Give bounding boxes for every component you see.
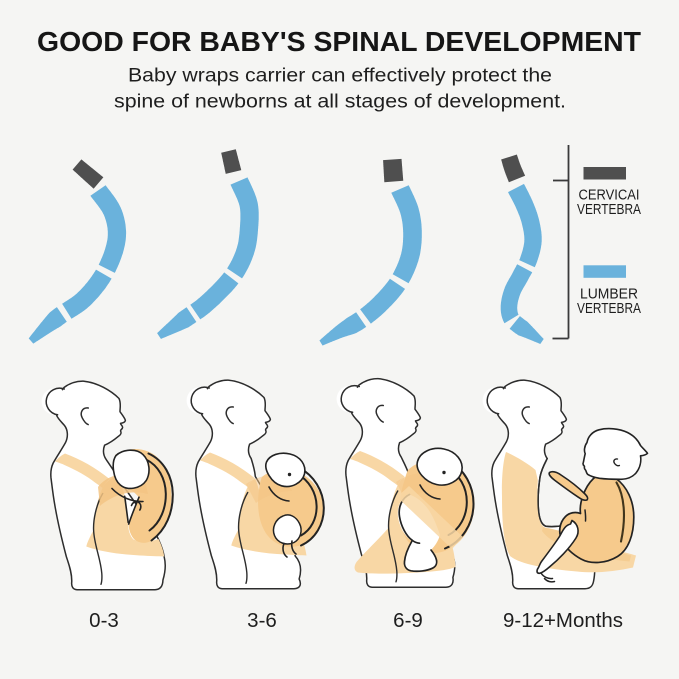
- svg-text:0-3: 0-3: [89, 609, 119, 632]
- svg-text:9-12+Months: 9-12+Months: [503, 609, 623, 632]
- svg-text:LUMBER: LUMBER: [580, 287, 638, 303]
- svg-text:spine of newborns at all stage: spine of newborns at all stages of devel…: [114, 92, 566, 113]
- svg-text:VERTEBRA: VERTEBRA: [577, 202, 641, 218]
- svg-text:GOOD FOR BABY'S SPINAL DEVELOP: GOOD FOR BABY'S SPINAL DEVELOPMENT: [37, 26, 641, 57]
- svg-text:CERVICAI: CERVICAI: [579, 188, 640, 204]
- svg-text:VERTEBRA: VERTEBRA: [577, 301, 641, 317]
- svg-text:3-6: 3-6: [247, 609, 277, 632]
- svg-text:Baby wraps carrier can effecti: Baby wraps carrier can effectively prote…: [128, 66, 552, 87]
- svg-text:6-9: 6-9: [393, 609, 423, 632]
